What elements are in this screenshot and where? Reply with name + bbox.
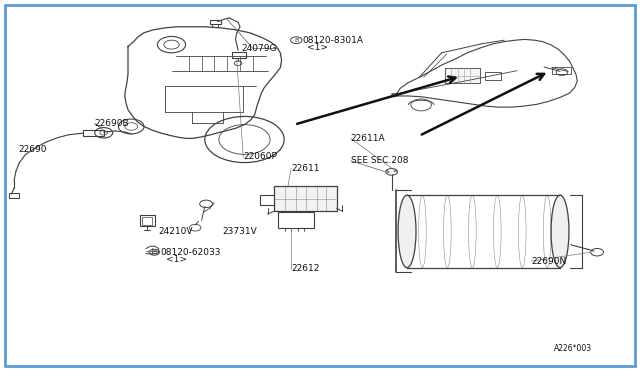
Bar [552, 67, 571, 74]
Text: 22690N: 22690N [531, 257, 566, 266]
Bar [260, 195, 275, 205]
Text: SEE SEC.208: SEE SEC.208 [351, 156, 408, 165]
Bar [274, 186, 337, 211]
Text: 22611: 22611 [291, 164, 320, 173]
Bar [142, 217, 152, 225]
Bar [9, 193, 19, 198]
Text: 22612: 22612 [291, 264, 319, 273]
Text: 24079G: 24079G [241, 44, 276, 53]
Bar [485, 72, 501, 80]
Text: 22060P: 22060P [243, 153, 277, 161]
Text: 22690B: 22690B [95, 119, 129, 128]
Ellipse shape [398, 195, 416, 268]
Bar [278, 212, 314, 228]
Bar [210, 20, 221, 24]
Text: <1>: <1> [307, 43, 328, 52]
Text: 08120-8301A: 08120-8301A [302, 36, 363, 45]
Text: 22690: 22690 [18, 145, 47, 154]
Ellipse shape [551, 195, 569, 268]
Text: 22611A: 22611A [351, 134, 385, 143]
Text: A226*003: A226*003 [554, 344, 592, 353]
Text: 23731V: 23731V [223, 227, 257, 236]
Bar [83, 130, 104, 136]
Bar [232, 52, 246, 58]
Text: 24210V: 24210V [159, 227, 193, 236]
Text: B: B [152, 250, 156, 255]
Text: 08120-62033: 08120-62033 [160, 248, 221, 257]
Bar [445, 68, 480, 83]
Bar [140, 215, 155, 226]
Text: B: B [294, 38, 298, 43]
Text: <1>: <1> [166, 255, 188, 264]
